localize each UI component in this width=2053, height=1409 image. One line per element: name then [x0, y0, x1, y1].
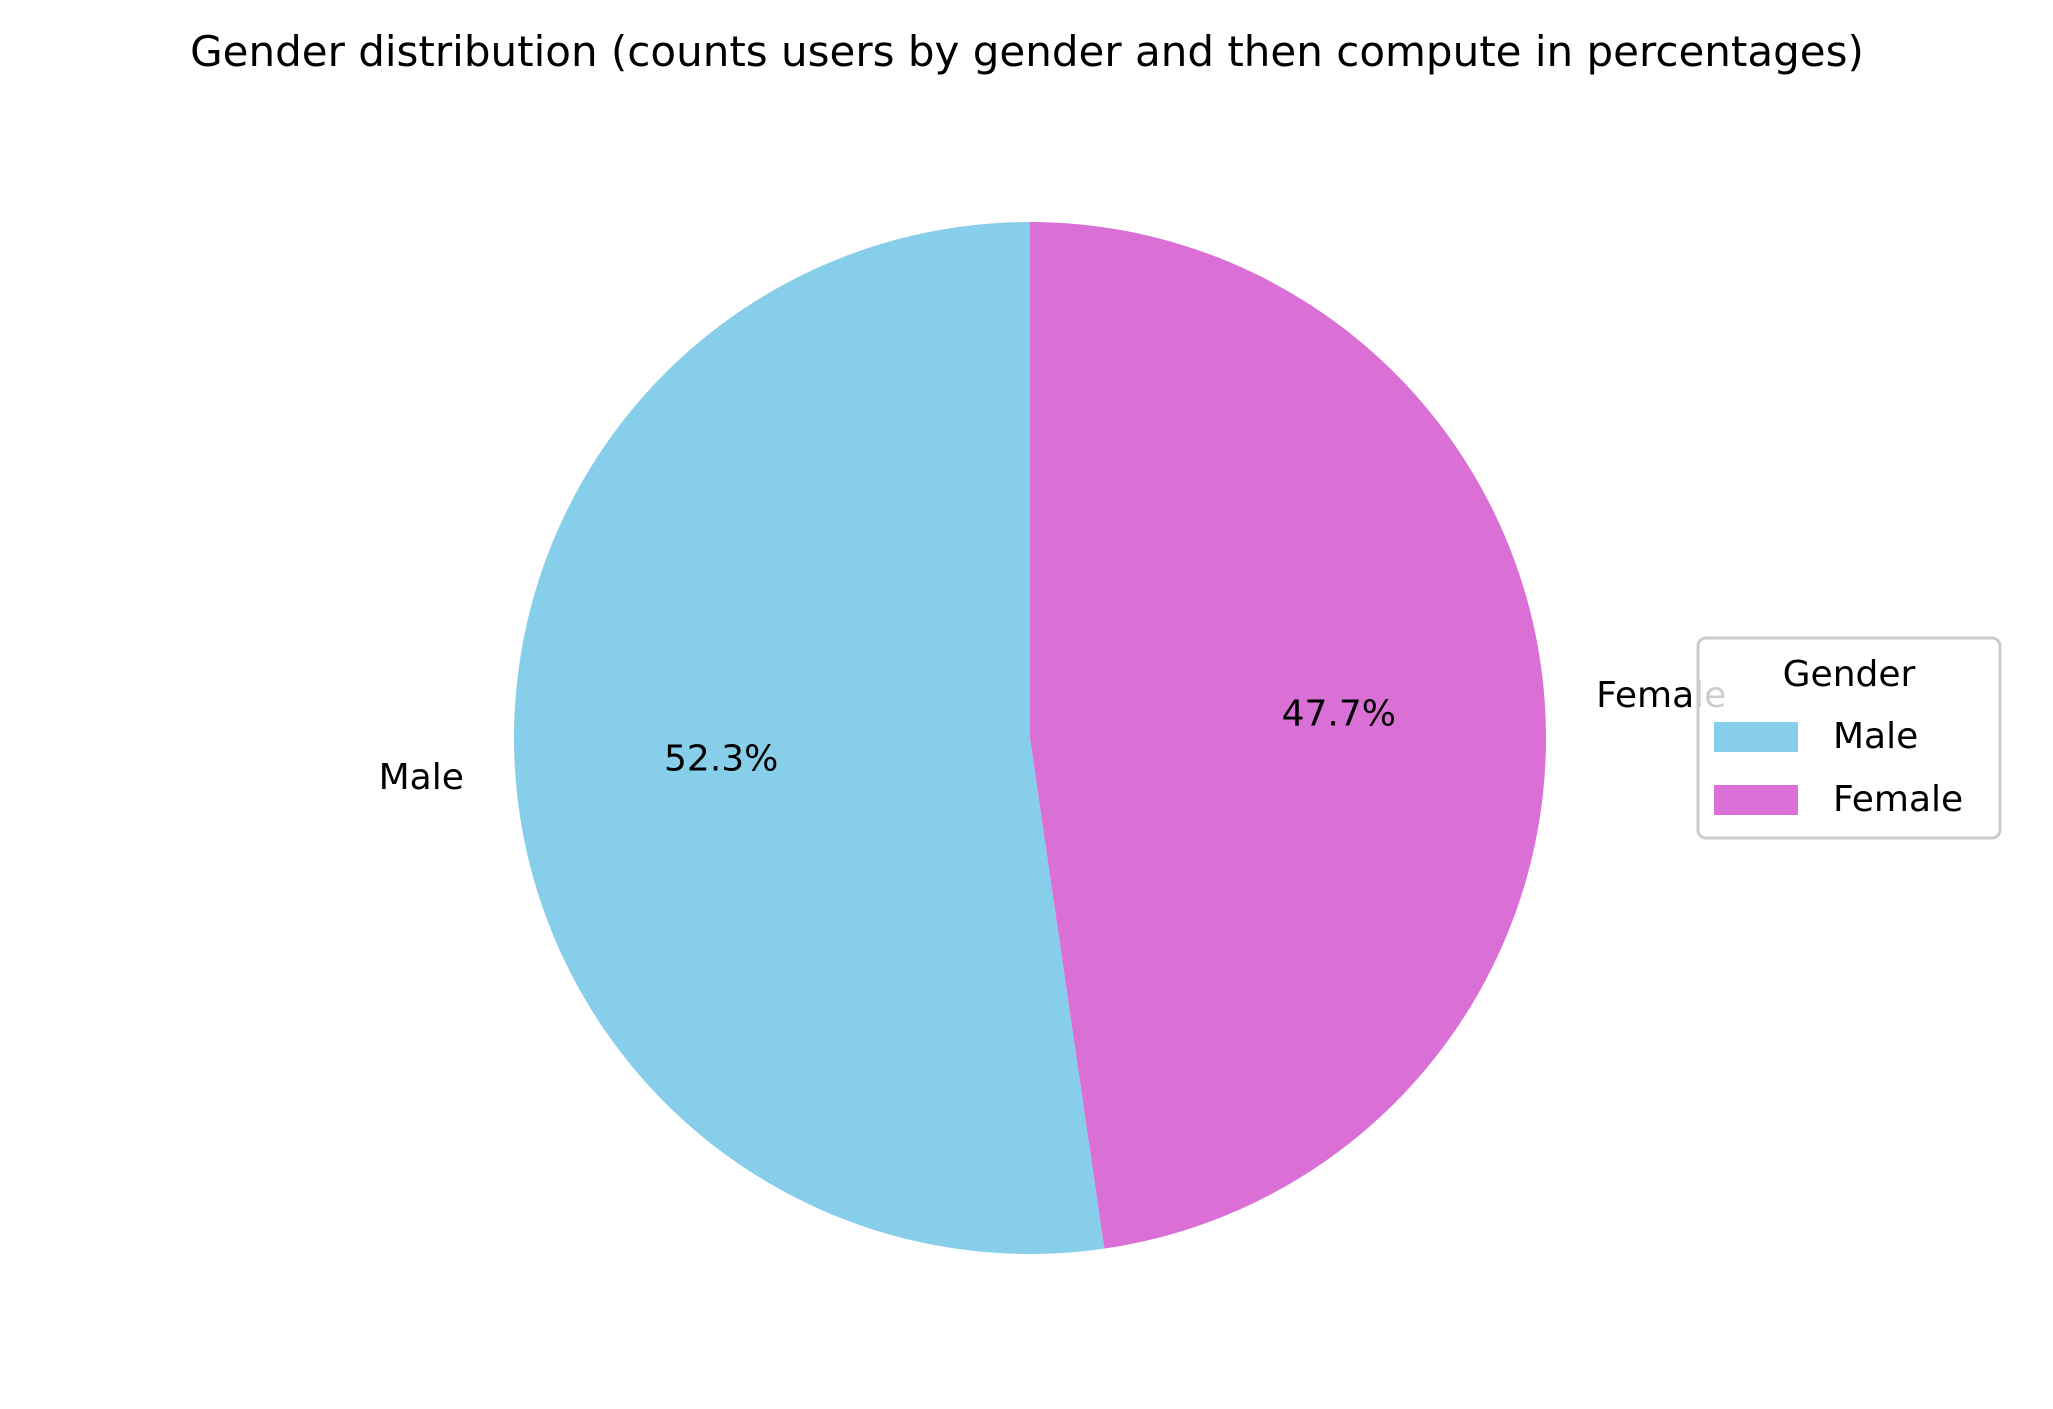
pie-slice-male	[514, 222, 1105, 1254]
percentage-label-female: 47.7%	[1282, 694, 1396, 735]
chart-title: Gender distribution (counts users by gen…	[190, 27, 1864, 76]
pie-slice-female	[1030, 222, 1547, 1249]
legend-swatch-male	[1714, 722, 1798, 752]
pie-percentage-labels: 52.3% 47.7%	[664, 694, 1396, 780]
legend-label-male: Male	[1833, 716, 1918, 757]
pie-slices	[514, 222, 1547, 1254]
legend-label-female: Female	[1833, 779, 1963, 820]
legend: Gender Male Female	[1696, 636, 2002, 840]
legend-title: Gender	[1783, 654, 1916, 695]
legend-swatch-female	[1714, 785, 1798, 815]
slice-label-male: Male	[379, 757, 464, 798]
legend-entries: Male Female	[1714, 716, 1963, 820]
percentage-label-male: 52.3%	[664, 738, 778, 779]
